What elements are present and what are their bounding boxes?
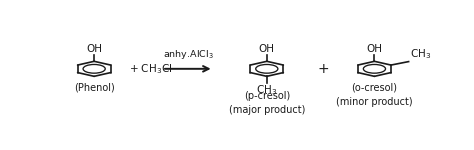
Text: CH$_3$: CH$_3$ — [410, 47, 432, 61]
Text: (p-cresol)
(major product): (p-cresol) (major product) — [228, 91, 305, 115]
Text: OH: OH — [86, 44, 102, 54]
Text: OH: OH — [259, 44, 275, 54]
Text: $+$ CH$_3$Cl: $+$ CH$_3$Cl — [129, 62, 173, 76]
Text: (Phenol): (Phenol) — [74, 83, 115, 93]
Text: (o-cresol)
(minor product): (o-cresol) (minor product) — [336, 83, 413, 107]
Text: +: + — [317, 62, 329, 76]
Text: CH$_3$: CH$_3$ — [256, 84, 277, 97]
Text: OH: OH — [366, 44, 383, 54]
Text: anhy.AlCl$_3$: anhy.AlCl$_3$ — [163, 48, 213, 61]
